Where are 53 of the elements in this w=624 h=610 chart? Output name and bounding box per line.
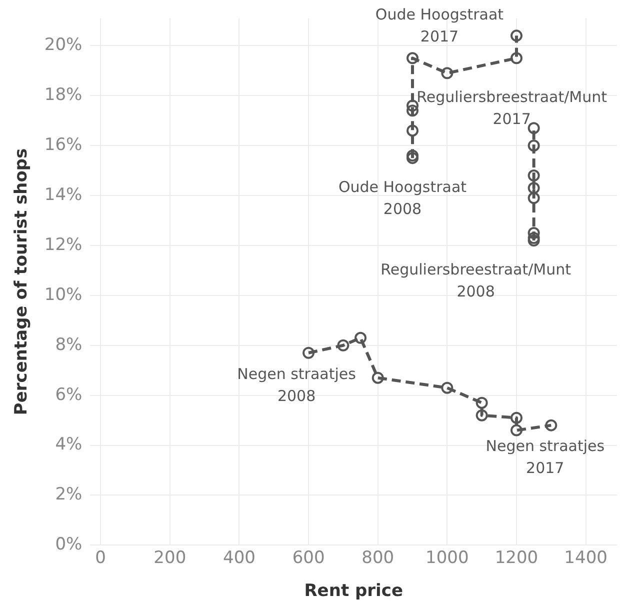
x-tick-label: 0: [95, 548, 106, 568]
x-tick-label: 800: [362, 548, 394, 568]
point: [441, 67, 454, 80]
point: [441, 382, 454, 394]
x-tick-label: 1200: [494, 548, 538, 568]
point: [510, 424, 522, 436]
point: [510, 30, 522, 42]
x-axis-title: Rent price: [304, 581, 403, 602]
x-tick-label: 1400: [564, 548, 608, 568]
point: [510, 52, 522, 64]
point: [528, 192, 540, 204]
point: [528, 232, 540, 244]
y-tick-label: 8%: [55, 334, 82, 355]
y-tick-label: 0%: [55, 534, 82, 555]
point: [406, 100, 419, 112]
point: [406, 152, 419, 164]
point: [337, 339, 350, 352]
y-tick-label: 18%: [44, 85, 82, 106]
annotation: Oude Hoogstraat 2008: [338, 178, 467, 218]
y-tick-label: 6%: [55, 384, 82, 405]
y-tick-label: 2%: [55, 484, 82, 505]
x-tick-label: 1000: [426, 548, 469, 568]
point: [406, 104, 419, 117]
x-tick-label: 200: [154, 548, 186, 568]
point: [528, 170, 540, 182]
point: [545, 419, 558, 432]
point: [476, 396, 488, 409]
point: [372, 372, 384, 384]
point: [528, 234, 540, 246]
y-axis-title: Percentage of tourist shops: [12, 148, 32, 416]
point: [476, 409, 488, 422]
annotation: Negen straatjes 2017: [486, 437, 605, 478]
point: [354, 332, 367, 344]
y-tick-label: 20%: [44, 35, 82, 56]
annotation: Reguliersbreestraat/Munt 2017: [416, 88, 608, 128]
y-tick-label: 12%: [44, 234, 82, 255]
point: [528, 182, 540, 194]
point: [406, 124, 419, 137]
point: [406, 52, 419, 64]
point: [302, 346, 315, 359]
y-tick-label: 4%: [55, 434, 82, 455]
y-tick-label: 14%: [44, 184, 82, 205]
y-tick-label: 16%: [44, 135, 82, 155]
annotation: Oude Hoogstraat 2017: [375, 6, 504, 46]
annotation: Reguliersbreestraat/Munt 2008: [380, 260, 572, 300]
y-tick-label: 10%: [44, 284, 82, 305]
point: [528, 140, 540, 152]
x-tick-label: 600: [292, 548, 325, 568]
x-tick-label: 400: [222, 548, 256, 568]
point: [510, 412, 522, 424]
point: [528, 226, 540, 239]
annotation: Negen straatjes 2008: [237, 364, 356, 405]
point: [406, 150, 419, 162]
